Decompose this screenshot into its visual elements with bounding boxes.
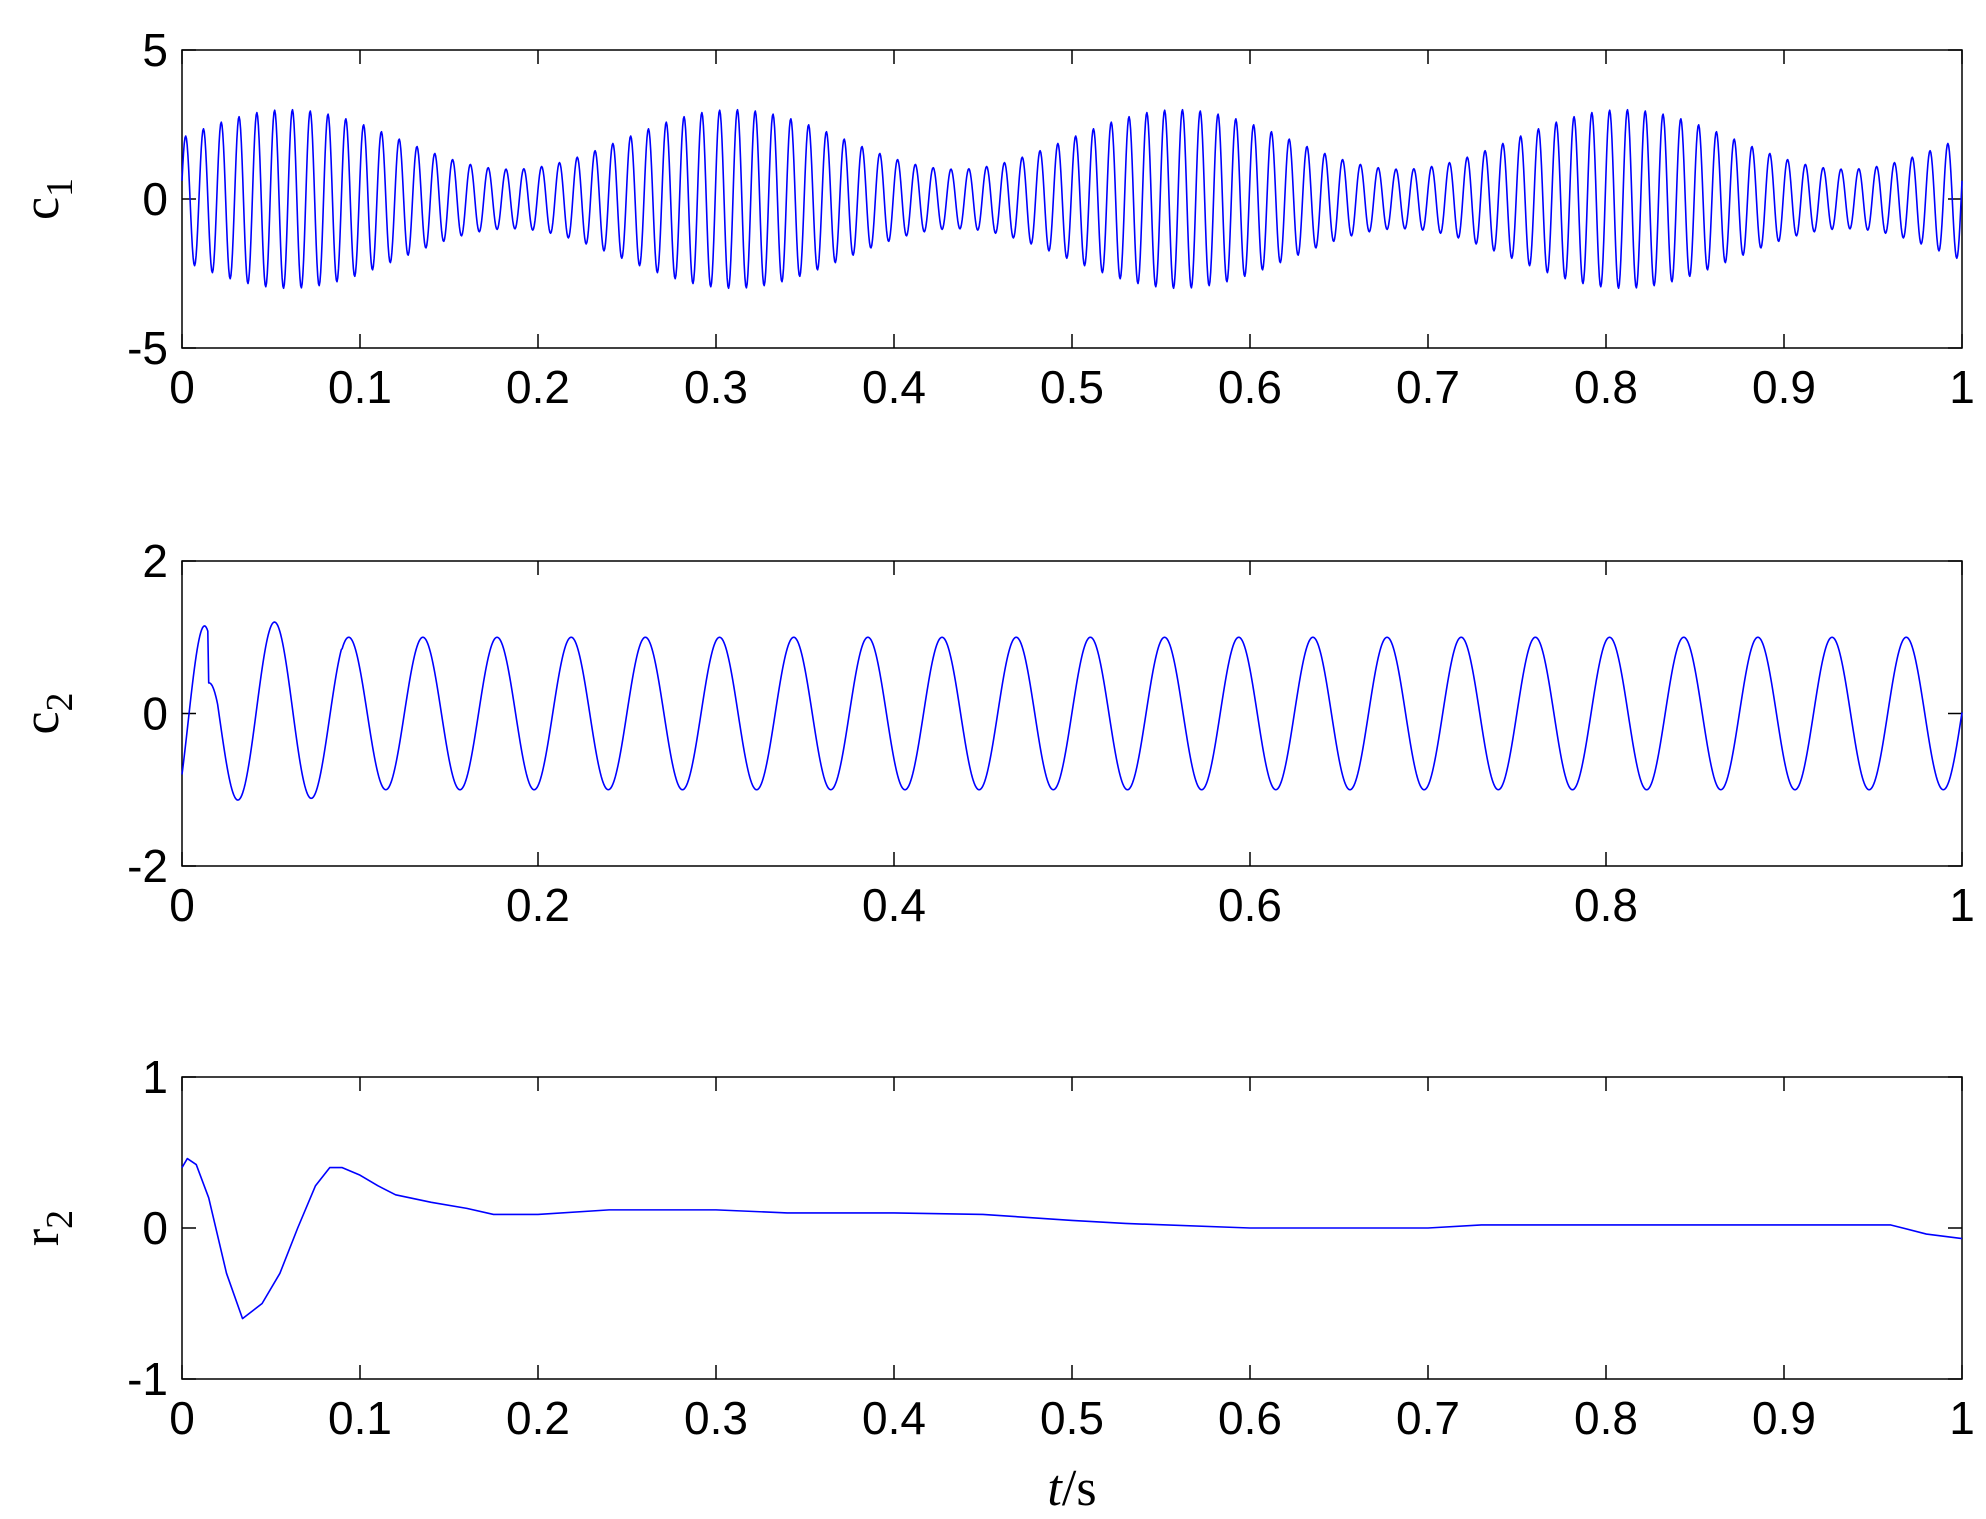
x-tick-label: 0.4: [862, 879, 926, 931]
x-tick-label: 0.4: [862, 361, 926, 413]
x-tick-label: 0.6: [1218, 879, 1282, 931]
x-tick-label: 0.4: [862, 1392, 926, 1444]
x-tick-label: 0.3: [684, 361, 748, 413]
series-line: [181, 108, 1963, 290]
x-tick-label: 0.8: [1574, 1392, 1638, 1444]
x-tick-label: 0.9: [1752, 1392, 1816, 1444]
y-tick-label: 2: [142, 535, 168, 587]
x-tick-label: 0: [169, 361, 195, 413]
x-tick-label: 0.1: [328, 361, 392, 413]
x-tick-label: 0: [169, 1392, 195, 1444]
x-tick-label: 0: [169, 879, 195, 931]
x-axis-label: t/s: [1047, 1460, 1096, 1517]
x-tick-label: 1: [1949, 879, 1975, 931]
axes-frame: [181, 49, 1963, 349]
x-tick-label: 0.2: [506, 879, 570, 931]
series-line: [181, 621, 1963, 801]
x-tick-label: 1: [1949, 361, 1975, 413]
y-tick-label: 1: [142, 1051, 168, 1103]
axes-frame: [181, 1076, 1963, 1380]
x-tick-label: 0.8: [1574, 879, 1638, 931]
x-tick-label: 0.6: [1218, 1392, 1282, 1444]
y-tick-label: 5: [142, 24, 168, 76]
x-tick-label: 0.2: [506, 1392, 570, 1444]
series-line: [181, 1157, 1963, 1320]
x-tick-label: 1: [1949, 1392, 1975, 1444]
y-axis-label: c2: [13, 692, 81, 734]
x-tick-label: 0.6: [1218, 361, 1282, 413]
x-tick-label: 0.2: [506, 361, 570, 413]
x-tick-label: 0.1: [328, 1392, 392, 1444]
x-tick-label: 0.7: [1396, 361, 1460, 413]
y-axis-label: r2: [13, 1210, 81, 1246]
x-tick-label: 0.3: [684, 1392, 748, 1444]
x-tick-label: 0.9: [1752, 361, 1816, 413]
x-tick-label: 0.5: [1040, 1392, 1104, 1444]
y-axis-label: c1: [13, 178, 81, 220]
y-tick-label: -5: [127, 322, 168, 374]
x-tick-label: 0.7: [1396, 1392, 1460, 1444]
y-tick-label: -1: [127, 1353, 168, 1405]
y-tick-label: 0: [142, 1202, 168, 1254]
y-tick-label: 0: [142, 173, 168, 225]
x-tick-label: 0.8: [1574, 361, 1638, 413]
y-tick-label: -2: [127, 840, 168, 892]
y-tick-label: 0: [142, 688, 168, 740]
x-tick-label: 0.5: [1040, 361, 1104, 413]
